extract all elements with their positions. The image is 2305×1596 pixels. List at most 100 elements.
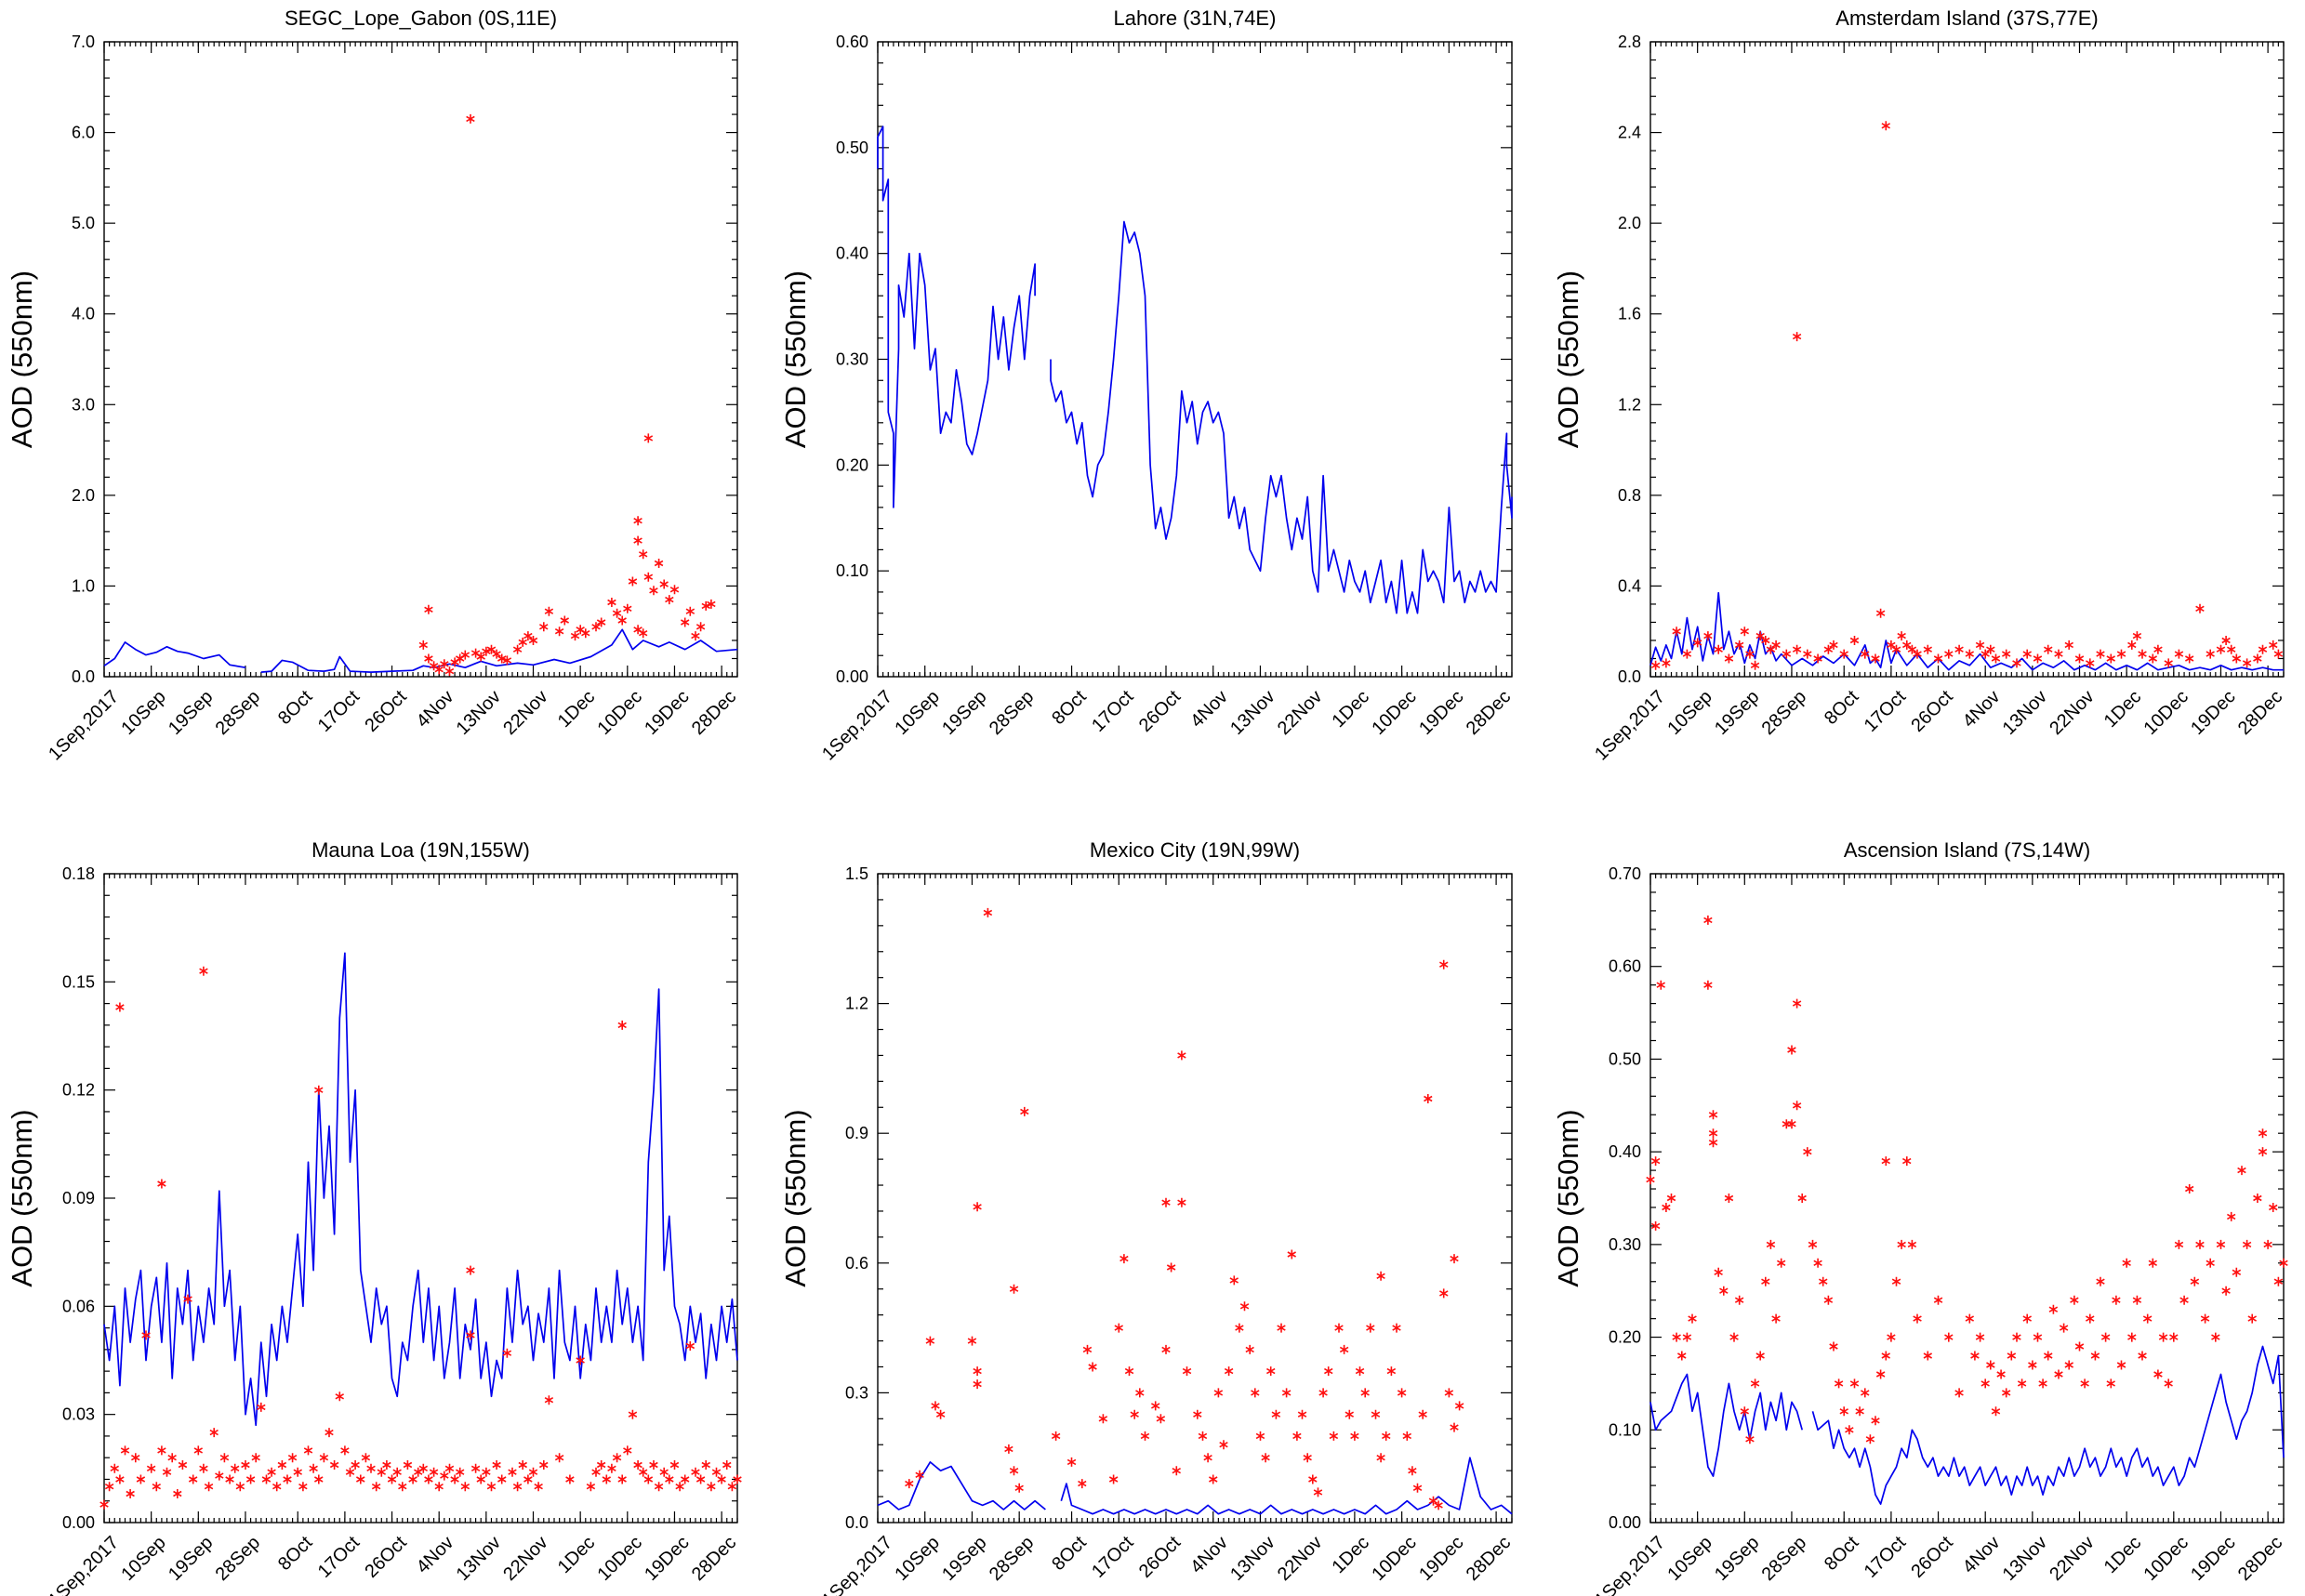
observation-point <box>277 1460 287 1470</box>
observation-point <box>2064 640 2073 650</box>
observation-point <box>1975 640 1985 650</box>
observation-point <box>444 666 455 677</box>
x-tick-label: 1Dec <box>554 687 600 732</box>
y-tick-label: 0.4 <box>1618 576 1641 595</box>
observation-point <box>1803 649 1812 659</box>
x-tick-label: 28Sep <box>212 687 264 739</box>
observation-point <box>1923 1351 1933 1361</box>
observation-point <box>544 1395 554 1405</box>
observation-point <box>915 1470 924 1480</box>
observation-point <box>2269 1203 2278 1212</box>
x-tick-label: 1Sep,2017 <box>1591 1533 1669 1596</box>
y-tick-label: 0.0 <box>845 1513 868 1532</box>
y-tick-label: 0.40 <box>1609 1142 1641 1161</box>
observation-point <box>2132 1295 2142 1305</box>
observation-point <box>654 1482 664 1492</box>
observation-point <box>1329 1431 1339 1441</box>
y-tick-label: 1.2 <box>845 995 868 1013</box>
x-tick-label: 28Sep <box>1758 687 1810 739</box>
observation-point <box>377 1467 387 1477</box>
observation-point <box>1650 660 1661 670</box>
observation-point <box>1020 1106 1029 1116</box>
observation-point <box>1009 1466 1019 1476</box>
observation-point <box>2054 1369 2063 1379</box>
x-tick-label: 8Oct <box>1048 1532 1091 1575</box>
observation-point <box>219 1453 230 1463</box>
x-tick-label: 19Sep <box>1711 1533 1763 1585</box>
y-tick-label: 1.5 <box>845 864 868 883</box>
observation-point <box>1428 1496 1438 1506</box>
x-tick-label: 1Dec <box>2100 1533 2146 1578</box>
x-tick-label: 10Dec <box>2140 1533 2192 1585</box>
observation-point <box>120 1445 130 1456</box>
observation-point <box>104 1482 114 1492</box>
observation-point <box>287 1453 298 1463</box>
observation-point <box>1682 649 1692 659</box>
model-line-segment <box>1060 1457 1513 1515</box>
observation-point <box>157 1445 166 1456</box>
chart-title: Mauna Loa (19N,155W) <box>311 838 530 862</box>
observation-point <box>2064 1360 2073 1370</box>
observation-point <box>733 1474 742 1484</box>
x-tick-label: 28Sep <box>1758 1533 1810 1585</box>
x-tick-label: 28Dec <box>1463 1533 1515 1585</box>
y-tick-label: 0.30 <box>1609 1235 1641 1254</box>
observation-point <box>2158 1332 2168 1342</box>
x-tick-label: 4Nov <box>413 1533 458 1578</box>
y-tick-label: 2.0 <box>72 486 95 505</box>
observation-point <box>183 1294 192 1304</box>
observation-point <box>1402 1431 1411 1441</box>
observation-point <box>581 628 590 639</box>
observation-point <box>1166 1262 1176 1273</box>
plot-frame <box>103 873 738 1523</box>
y-tick-label: 2.0 <box>1618 214 1641 232</box>
model-line-segment <box>103 641 246 669</box>
observation-point <box>1849 636 1860 645</box>
chart-title: Amsterdam Island (37S,77E) <box>1835 7 2098 30</box>
observation-point <box>2247 1313 2257 1324</box>
observation-point <box>361 1453 371 1463</box>
y-axis-label: AOD (550nm) <box>1552 1109 1584 1286</box>
observation-point <box>2232 1267 2242 1277</box>
observation-point <box>1750 660 1760 670</box>
observation-point <box>931 1401 940 1411</box>
observation-point <box>2022 649 2032 659</box>
observation-point <box>1787 1045 1796 1055</box>
observation-point <box>502 655 512 666</box>
y-tick-label: 0.09 <box>62 1189 95 1207</box>
observation-point <box>230 1463 240 1473</box>
x-tick-label: 10Sep <box>1663 687 1716 739</box>
observation-point <box>973 1366 982 1377</box>
x-tick-label: 22Nov <box>499 1533 551 1585</box>
observation-point <box>633 516 642 526</box>
observation-point <box>1124 1366 1134 1377</box>
x-tick-label: 17Oct <box>1088 1532 1138 1582</box>
observation-point <box>628 1409 638 1419</box>
x-tick-label: 13Nov <box>1999 1533 2051 1585</box>
observation-point <box>460 1482 470 1492</box>
observation-point <box>2086 1313 2095 1324</box>
x-tick-label: 19Sep <box>1711 687 1763 739</box>
observation-point <box>1239 1301 1250 1312</box>
observation-point <box>1682 1332 1692 1342</box>
observation-point <box>1408 1466 1417 1476</box>
observation-point <box>413 1467 423 1477</box>
observation-point <box>366 1463 376 1473</box>
observation-point <box>303 1445 313 1456</box>
observation-point <box>1334 1323 1344 1333</box>
observation-point <box>188 1474 198 1484</box>
y-tick-label: 0.60 <box>1609 957 1641 976</box>
observation-point <box>466 1265 475 1275</box>
observation-point <box>392 1467 402 1477</box>
x-tick-label: 22Nov <box>2046 1533 2098 1585</box>
observation-point <box>1692 638 1702 648</box>
y-tick-label: 4.0 <box>72 305 95 323</box>
observation-point <box>1871 653 1880 664</box>
observation-point <box>607 598 616 607</box>
observation-point <box>1703 631 1713 641</box>
observation-point <box>1677 1351 1687 1361</box>
observation-point <box>1412 1483 1423 1493</box>
observation-point <box>1434 1500 1443 1510</box>
y-tick-label: 6.0 <box>72 124 95 142</box>
observation-point <box>2054 649 2063 659</box>
